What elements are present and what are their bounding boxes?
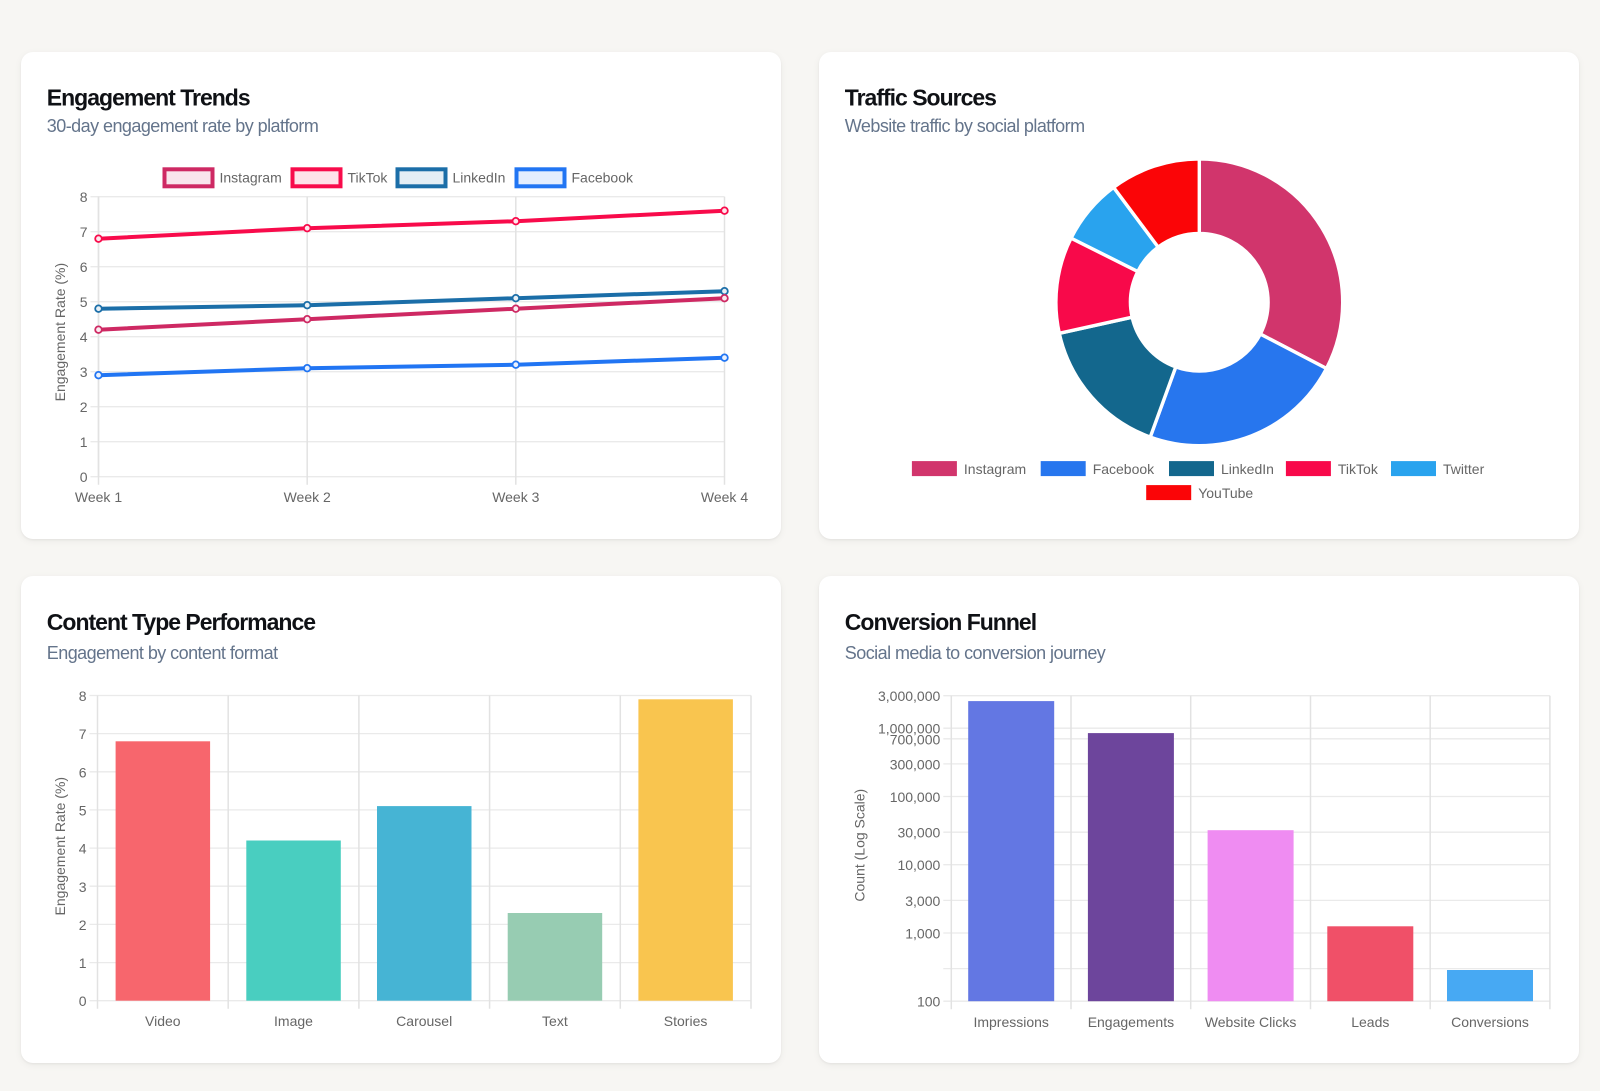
- svg-text:Instagram: Instagram: [219, 169, 281, 185]
- svg-text:0: 0: [79, 469, 87, 485]
- svg-text:Website Clicks: Website Clicks: [1205, 1014, 1297, 1030]
- svg-text:Engagement Rate (%): Engagement Rate (%): [52, 777, 68, 916]
- svg-text:100: 100: [917, 994, 941, 1010]
- svg-text:8: 8: [78, 688, 86, 704]
- svg-text:Social media to conversion jou: Social media to conversion journey: [844, 643, 1105, 663]
- svg-text:Instagram: Instagram: [964, 461, 1026, 477]
- svg-text:7: 7: [79, 224, 87, 240]
- svg-text:Facebook: Facebook: [571, 169, 633, 185]
- svg-text:30-day engagement rate by plat: 30-day engagement rate by platform: [46, 116, 317, 136]
- svg-text:Facebook: Facebook: [1092, 461, 1154, 477]
- svg-text:5: 5: [79, 294, 87, 310]
- svg-text:Count (Log Scale): Count (Log Scale): [851, 789, 867, 902]
- svg-text:Carousel: Carousel: [396, 1013, 452, 1029]
- svg-text:Engagements: Engagements: [1087, 1014, 1173, 1030]
- svg-text:Leads: Leads: [1351, 1014, 1389, 1030]
- svg-text:8: 8: [79, 189, 87, 205]
- svg-text:Video: Video: [145, 1013, 181, 1029]
- svg-text:YouTube: YouTube: [1198, 485, 1253, 501]
- svg-text:Impressions: Impressions: [973, 1014, 1048, 1030]
- svg-text:Engagement by content format: Engagement by content format: [46, 643, 277, 663]
- svg-text:Engagement Rate (%): Engagement Rate (%): [52, 262, 68, 401]
- svg-text:300,000: 300,000: [889, 756, 940, 772]
- svg-text:Twitter: Twitter: [1443, 461, 1485, 477]
- svg-text:Week 3: Week 3: [492, 489, 539, 505]
- svg-text:30,000: 30,000: [897, 825, 940, 841]
- svg-text:3,000,000: 3,000,000: [878, 688, 940, 704]
- svg-text:1: 1: [79, 434, 87, 450]
- svg-text:6: 6: [79, 259, 87, 275]
- svg-text:Conversions: Conversions: [1451, 1014, 1529, 1030]
- svg-text:Week 1: Week 1: [74, 489, 121, 505]
- svg-text:3: 3: [78, 879, 86, 895]
- svg-text:Week 4: Week 4: [700, 489, 747, 505]
- svg-text:7: 7: [78, 726, 86, 742]
- svg-text:1,000,000: 1,000,000: [878, 721, 940, 737]
- svg-text:0: 0: [78, 993, 86, 1009]
- svg-text:Content Type Performance: Content Type Performance: [46, 609, 314, 635]
- svg-text:2: 2: [79, 399, 87, 415]
- svg-text:1,000: 1,000: [905, 926, 940, 942]
- svg-text:LinkedIn: LinkedIn: [1221, 461, 1274, 477]
- svg-text:TikTok: TikTok: [347, 169, 388, 185]
- svg-text:4: 4: [78, 841, 86, 857]
- svg-text:Engagement Trends: Engagement Trends: [46, 84, 249, 110]
- svg-text:Week 2: Week 2: [283, 489, 330, 505]
- svg-text:3: 3: [79, 364, 87, 380]
- svg-text:3,000: 3,000: [905, 893, 940, 909]
- svg-text:Text: Text: [542, 1013, 568, 1029]
- svg-text:1: 1: [78, 955, 86, 971]
- svg-text:Stories: Stories: [663, 1013, 707, 1029]
- svg-text:Website traffic by social plat: Website traffic by social platform: [844, 116, 1084, 136]
- svg-text:LinkedIn: LinkedIn: [452, 169, 505, 185]
- svg-text:Image: Image: [274, 1013, 313, 1029]
- svg-text:6: 6: [78, 764, 86, 780]
- svg-text:TikTok: TikTok: [1338, 461, 1379, 477]
- svg-text:700,000: 700,000: [889, 731, 940, 747]
- svg-text:Conversion Funnel: Conversion Funnel: [844, 609, 1035, 635]
- svg-text:10,000: 10,000: [897, 857, 940, 873]
- svg-text:Traffic Sources: Traffic Sources: [844, 84, 995, 110]
- svg-text:4: 4: [79, 329, 87, 345]
- svg-text:2: 2: [78, 917, 86, 933]
- svg-text:100,000: 100,000: [889, 789, 940, 805]
- svg-text:5: 5: [78, 802, 86, 818]
